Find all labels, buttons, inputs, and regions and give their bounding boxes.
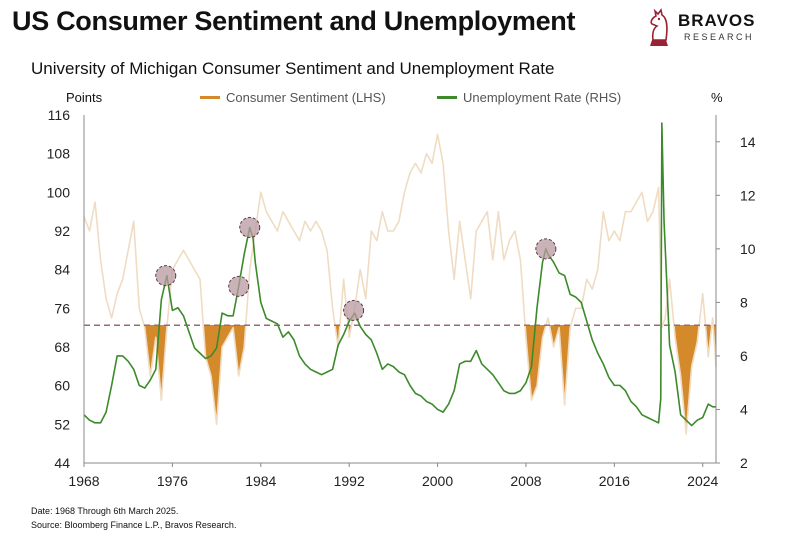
right-axis-tick-label: 4 <box>740 401 748 417</box>
legend-item-unemployment: Unemployment Rate (RHS) <box>437 90 621 105</box>
legend-label-sentiment: Consumer Sentiment (LHS) <box>226 90 386 105</box>
left-axis-tick-label: 108 <box>47 146 71 162</box>
left-axis-unit: Points <box>66 90 103 105</box>
peak-marker <box>343 299 365 321</box>
knight-chess-piece-icon <box>650 8 668 46</box>
x-axis-tick-label: 1968 <box>68 473 99 489</box>
right-axis-tick-label: 12 <box>740 187 756 203</box>
brand-logo: BRAVOS RESEARCH <box>640 6 780 54</box>
left-axis-tick-label: 44 <box>54 455 70 471</box>
legend-item-sentiment: Consumer Sentiment (LHS) <box>200 90 386 105</box>
peak-marker <box>535 238 557 260</box>
right-axis-tick-label: 8 <box>740 294 748 310</box>
left-axis-tick-label: 76 <box>54 300 70 316</box>
right-axis-unit: % <box>711 90 723 105</box>
left-axis-tick-label: 100 <box>47 184 71 200</box>
x-axis-tick-label: 2000 <box>422 473 453 489</box>
peak-marker <box>228 275 250 297</box>
left-axis-tick-label: 92 <box>54 223 70 239</box>
right-axis-tick-label: 14 <box>740 134 756 150</box>
left-axis-tick-label: 60 <box>54 378 70 394</box>
peak-marker <box>155 265 177 287</box>
x-axis-tick-label: 2024 <box>687 473 718 489</box>
x-axis-tick-label: 1992 <box>334 473 365 489</box>
peak-marker <box>239 216 261 238</box>
unemployment-series-line <box>83 122 716 427</box>
legend-swatch-unemployment <box>437 96 457 99</box>
x-axis-tick-label: 1976 <box>157 473 188 489</box>
sentiment-below-threshold-area <box>210 325 217 425</box>
footnote-source: Source: Bloomberg Finance L.P., Bravos R… <box>31 520 237 530</box>
right-axis-tick-label: 2 <box>740 455 748 471</box>
sentiment-series-line <box>83 133 717 435</box>
left-axis-tick-label: 52 <box>54 416 70 432</box>
right-axis-tick-label: 10 <box>740 241 756 257</box>
right-axis-tick-label: 6 <box>740 348 748 364</box>
legend-swatch-sentiment <box>200 96 220 99</box>
logo-tagline: RESEARCH <box>684 32 755 42</box>
chart-subtitle: University of Michigan Consumer Sentimen… <box>31 59 555 78</box>
chart-title: US Consumer Sentiment and Unemployment <box>12 6 576 36</box>
left-axis-tick-label: 68 <box>54 339 70 355</box>
logo-wordmark: BRAVOS <box>678 11 756 30</box>
left-axis-tick-label: 116 <box>48 107 71 123</box>
legend-label-unemployment: Unemployment Rate (RHS) <box>463 90 622 105</box>
left-axis-tick-label: 84 <box>54 262 70 278</box>
x-axis-tick-label: 2016 <box>599 473 630 489</box>
x-axis-tick-label: 2008 <box>510 473 541 489</box>
footnote-date: Date: 1968 Through 6th March 2025. <box>31 506 179 516</box>
x-axis-tick-label: 1984 <box>245 473 276 489</box>
